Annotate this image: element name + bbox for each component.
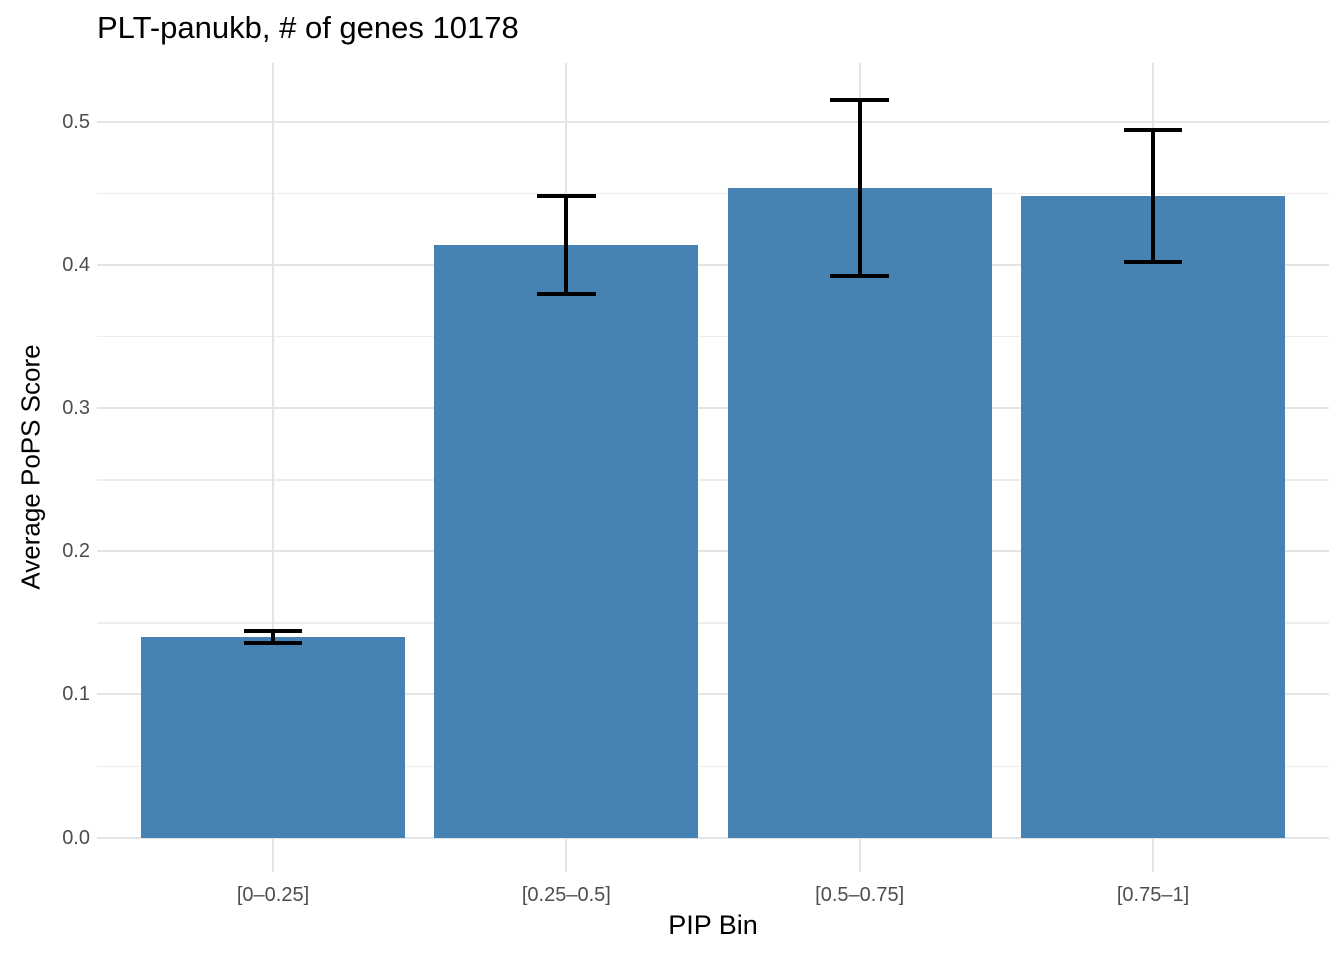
bar xyxy=(727,187,992,838)
errorbar-cap-bottom xyxy=(537,291,596,296)
y-tick-label: 0.3 xyxy=(62,397,90,420)
errorbar-line xyxy=(1151,130,1155,263)
x-tick-label: [0.25–0.5] xyxy=(521,884,611,906)
x-axis-title: PIP Bin xyxy=(668,910,758,940)
minor-gridline xyxy=(97,192,1329,195)
y-tick-label: 0.4 xyxy=(62,253,90,276)
minor-gridline xyxy=(97,479,1329,481)
x-tick-label: [0.5–0.75] xyxy=(815,884,905,906)
bar xyxy=(434,244,699,838)
major-gridline xyxy=(97,550,1329,553)
minor-gridline xyxy=(97,335,1329,338)
errorbar-cap-bottom xyxy=(1123,260,1183,265)
bar xyxy=(1021,196,1285,838)
bar xyxy=(141,637,405,838)
chart-title: PLT-panukb, # of genes 10178 xyxy=(97,10,519,45)
errorbar-cap-top xyxy=(243,629,303,634)
y-tick-label: 0.5 xyxy=(62,110,90,133)
x-tick-label: [0.75–1] xyxy=(1116,884,1190,906)
major-gridline xyxy=(97,263,1329,266)
x-tick-label: [0–0.25] xyxy=(236,884,310,906)
errorbar-cap-top xyxy=(830,98,889,103)
errorbar-cap-top xyxy=(1123,128,1183,133)
errorbar-cap-bottom xyxy=(243,640,303,645)
errorbar-line xyxy=(564,196,569,294)
errorbar-line xyxy=(271,631,275,643)
y-tick-label: 0.1 xyxy=(62,683,90,706)
errorbar-cap-bottom xyxy=(830,274,889,279)
major-gridline xyxy=(97,693,1329,696)
major-gridline xyxy=(97,407,1329,410)
vertical-gridline xyxy=(272,63,274,872)
major-gridline xyxy=(97,836,1329,839)
minor-gridline xyxy=(97,622,1329,624)
y-tick-label: 0.2 xyxy=(62,540,90,563)
major-gridline xyxy=(97,120,1329,123)
errorbar-cap-top xyxy=(537,194,596,199)
y-tick-label: 0.0 xyxy=(62,826,90,849)
minor-gridline xyxy=(97,765,1329,768)
errorbar-line xyxy=(857,100,862,277)
